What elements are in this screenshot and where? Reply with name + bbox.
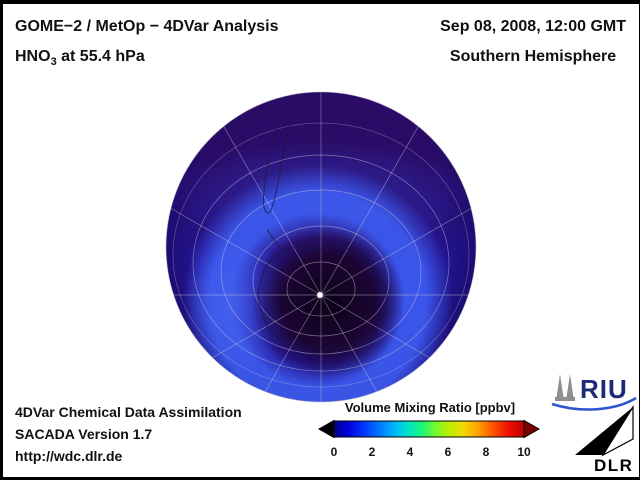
vortex-core-dark-region (233, 207, 423, 397)
colorbar-under-arrow (317, 419, 335, 439)
figure-region: Southern Hemisphere (449, 48, 617, 65)
dlr-logo-text: DLR (594, 456, 633, 475)
coastline-antarctic-peninsula (266, 228, 287, 255)
south-pole-marker (316, 291, 324, 299)
coastline-south-america (263, 99, 298, 214)
colorbar-tick: 8 (482, 445, 490, 459)
dlr-wing-solid (575, 407, 633, 455)
hemisphere-map (166, 92, 476, 402)
figure-datetime: Sep 08, 2008, 12:00 GMT (440, 18, 626, 35)
header-left: GOME−2 / MetOp − 4DVar Analysis HNO3 at … (15, 12, 279, 77)
riu-cathedral-icon-spire (566, 374, 574, 401)
footer-line-url: http://wdc.dlr.de (15, 448, 123, 464)
dlr-wing-outline (601, 404, 634, 457)
frame-border-bottom (0, 477, 640, 480)
footer-line-version: SACADA Version 1.7 (15, 426, 153, 442)
colorbar-gradient-bar (333, 420, 525, 438)
frame-border-left (0, 0, 3, 480)
coastline-antarctica (257, 246, 387, 349)
header-right: Sep 08, 2008, 12:00 GMT Southern Hemisph… (440, 12, 626, 72)
colorbar (317, 419, 541, 439)
riu-cathedral-base (555, 397, 575, 401)
riu-logo: RIU (551, 374, 637, 411)
colorbar-tick: 2 (368, 445, 376, 459)
colorbar-tick: 6 (444, 445, 452, 459)
figure-subtitle: HNO3 at 55.4 hPa (15, 48, 145, 69)
riu-cathedral-icon (556, 374, 564, 401)
riu-logo-text: RIU (580, 374, 628, 404)
colorbar-tick-labels: 0 2 4 6 8 10 (326, 445, 532, 459)
species-subscript: 3 (50, 56, 57, 69)
footer-line-assimilation: 4DVar Chemical Data Assimilation (15, 404, 242, 420)
footer-credits: 4DVar Chemical Data Assimilation SACADA … (15, 401, 242, 467)
disk-rim (165, 91, 477, 403)
riu-swoosh (551, 396, 637, 411)
figure-title: GOME−2 / MetOp − 4DVar Analysis (15, 18, 279, 35)
frame-border-top (0, 0, 640, 4)
colorbar-tick: 4 (406, 445, 414, 459)
dlr-logo: DLR (575, 404, 634, 475)
colorbar-tick: 0 (330, 445, 338, 459)
colorbar-over-arrow (523, 419, 541, 439)
colorbar-title: Volume Mixing Ratio [ppbv] (344, 400, 516, 415)
colorbar-tick: 10 (517, 445, 531, 459)
